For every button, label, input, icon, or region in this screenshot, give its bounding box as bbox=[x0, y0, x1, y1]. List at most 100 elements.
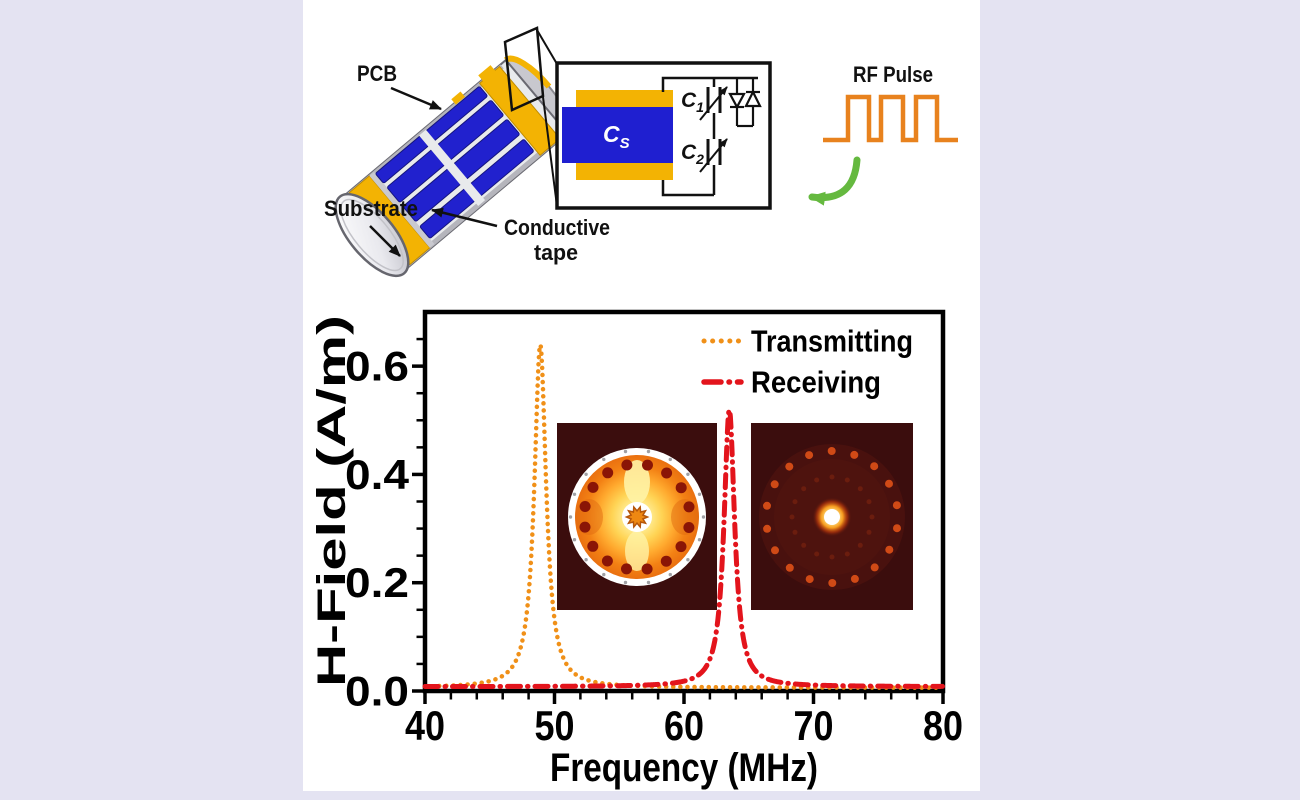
field-dot bbox=[661, 467, 673, 479]
conductive-tape-label-line1: Conductive bbox=[504, 215, 610, 240]
field-dot bbox=[621, 563, 632, 575]
field-dot bbox=[770, 480, 779, 489]
field-dot bbox=[801, 542, 807, 548]
x-tick-label: 70 bbox=[794, 702, 834, 749]
field-dot bbox=[642, 459, 653, 471]
field-dot bbox=[623, 580, 628, 585]
h-field-spectrum-chart: 40 50 60 70 80 0.0 0.2 0.4 0.6 Frequency (MHz) H-F… bbox=[310, 309, 963, 790]
field-dot bbox=[686, 558, 690, 562]
field-dot bbox=[893, 524, 901, 533]
field-dot bbox=[660, 555, 672, 567]
x-axis: 40 50 60 70 80 bbox=[405, 693, 963, 749]
legend-item-receiving: Receiving bbox=[701, 365, 881, 400]
field-dot bbox=[814, 551, 820, 557]
x-tick-label: 60 bbox=[664, 702, 704, 749]
pcb-arrow bbox=[390, 86, 442, 111]
field-dot bbox=[572, 492, 577, 496]
zoom-callout-line-top bbox=[536, 29, 558, 65]
rf-pulse-label: RF Pulse bbox=[853, 62, 933, 87]
circuit-wires bbox=[661, 76, 758, 197]
field-dot bbox=[850, 574, 859, 583]
field-dot bbox=[866, 499, 872, 505]
conductive-tape-arrow bbox=[431, 207, 498, 228]
field-dot bbox=[857, 542, 863, 548]
field-dot bbox=[829, 554, 835, 560]
rf-pulse-waveform-icon bbox=[823, 94, 958, 143]
field-dot bbox=[675, 482, 687, 494]
legend-item-transmitting: Transmitting bbox=[701, 324, 913, 359]
inset-rim-marks bbox=[568, 449, 706, 585]
x-tick-label: 40 bbox=[405, 702, 445, 749]
x-tick-label: 80 bbox=[923, 702, 963, 749]
conductive-tape-label-line2: tape bbox=[534, 240, 578, 265]
cs-dielectric bbox=[562, 107, 673, 163]
field-dot bbox=[686, 472, 690, 476]
field-dot bbox=[621, 459, 633, 471]
c2-variable-arrow bbox=[699, 138, 728, 173]
field-dot bbox=[683, 501, 695, 513]
field-dot bbox=[587, 481, 599, 493]
diode-pair bbox=[728, 78, 762, 128]
field-dot bbox=[668, 572, 672, 577]
field-dot bbox=[801, 486, 807, 492]
field-dot bbox=[646, 449, 651, 454]
substrate-arrow bbox=[369, 225, 401, 257]
substrate-front-rim bbox=[340, 198, 404, 272]
field-dot bbox=[827, 447, 836, 455]
y-tick-label: 0.4 bbox=[345, 451, 410, 498]
pcb-label: PCB bbox=[357, 61, 397, 86]
zoom-region-outline bbox=[503, 26, 545, 112]
field-dot bbox=[697, 492, 702, 496]
diode-down-icon bbox=[728, 92, 746, 110]
field-dot bbox=[579, 521, 591, 533]
field-dot bbox=[828, 579, 837, 587]
field-dot bbox=[601, 555, 613, 567]
field-dot bbox=[623, 449, 628, 454]
field-dot bbox=[763, 524, 772, 533]
substrate-label: Substrate bbox=[324, 196, 418, 221]
c1-label: C1 bbox=[681, 89, 704, 115]
receiving-curve bbox=[422, 402, 945, 690]
feedback-curved-arrow-icon bbox=[808, 156, 861, 206]
field-dot bbox=[646, 580, 651, 585]
legend-label: Receiving bbox=[751, 365, 881, 400]
field-dot bbox=[579, 501, 591, 512]
field-dot bbox=[857, 486, 863, 492]
center-gear-icon bbox=[624, 505, 650, 529]
coil-3d-rendering bbox=[334, 55, 571, 278]
field-dot bbox=[602, 467, 614, 479]
y-tick-label: 0.2 bbox=[345, 559, 409, 606]
legend: Transmitting Receiving bbox=[701, 324, 913, 400]
coil-ring-divider bbox=[369, 171, 435, 248]
inset-rung-dots bbox=[763, 447, 901, 587]
field-dot bbox=[792, 499, 798, 505]
inset-center-sample bbox=[624, 505, 650, 529]
field-dot bbox=[771, 546, 779, 555]
coil-mid-rib bbox=[419, 129, 486, 206]
field-dot bbox=[568, 515, 573, 519]
field-dot bbox=[805, 451, 814, 460]
field-dot bbox=[584, 558, 588, 562]
field-dot bbox=[850, 450, 859, 459]
inset-center-core bbox=[824, 509, 840, 525]
x-tick-label: 50 bbox=[535, 702, 575, 749]
field-dot bbox=[683, 522, 695, 533]
plot-border bbox=[422, 309, 946, 694]
field-dot bbox=[844, 551, 850, 557]
field-dot bbox=[829, 474, 835, 480]
field-dot bbox=[668, 457, 672, 462]
cs-bottom-electrode bbox=[576, 163, 673, 180]
c2-label: C2 bbox=[681, 141, 704, 167]
field-dot bbox=[870, 563, 879, 572]
y-tick-label: 0.6 bbox=[345, 343, 409, 390]
c1-variable-arrow bbox=[699, 86, 728, 121]
inset-receiving-field-map bbox=[751, 423, 913, 610]
pcb-strips bbox=[375, 86, 534, 239]
field-dot bbox=[572, 538, 577, 542]
inset-faint-inner-dots bbox=[789, 474, 875, 560]
cs-label: CS bbox=[603, 121, 630, 152]
field-dot bbox=[587, 540, 599, 552]
field-dot bbox=[792, 529, 798, 535]
